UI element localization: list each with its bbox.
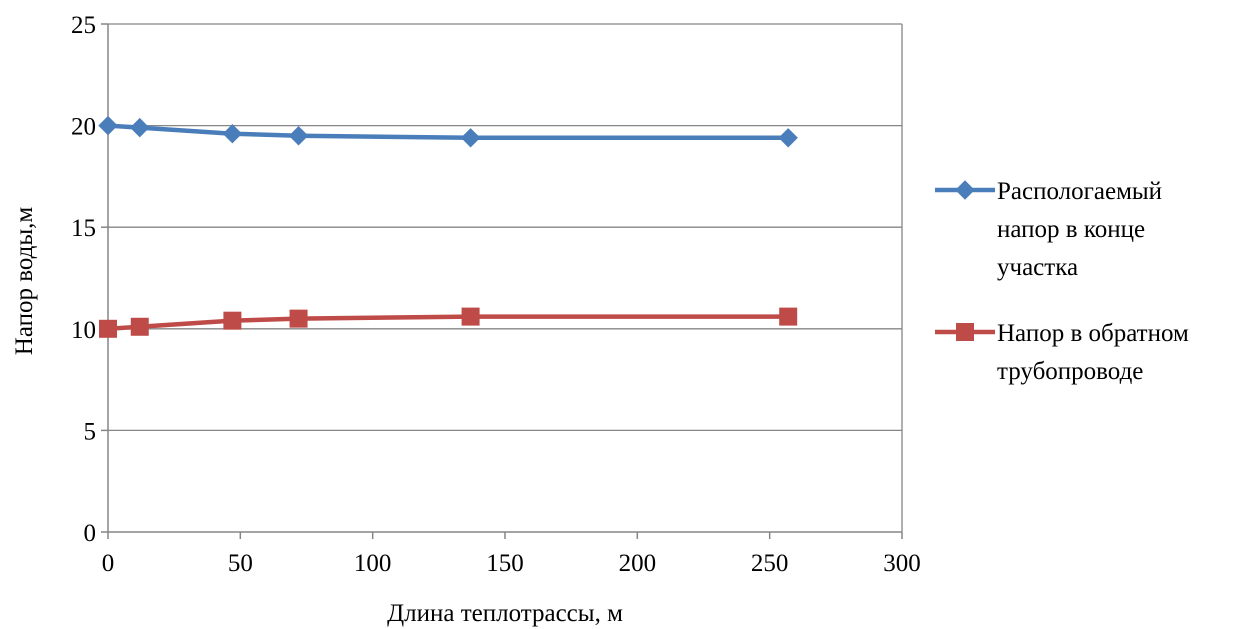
data-point (460, 128, 481, 148)
y-tick-label: 15 (71, 215, 96, 242)
x-tick-label: 0 (102, 550, 115, 577)
y-tick-label: 0 (84, 520, 97, 547)
square-marker-icon (956, 323, 974, 341)
x-tick-label: 100 (354, 550, 392, 577)
y-axis-title: Напор воды,м (11, 207, 38, 356)
legend-label-line: Распологаемый (997, 178, 1162, 205)
x-axis-title: Длина теплотрассы, м (387, 600, 623, 627)
x-tick-label: 250 (751, 550, 789, 577)
legend: Распологаемый напор в конце участка Напор в… (935, 178, 1189, 385)
series-2 (99, 307, 798, 338)
data-point (222, 124, 243, 144)
legend-label-line: Напор в обратном (997, 320, 1189, 347)
data-point (98, 115, 118, 136)
data-point (288, 126, 309, 146)
legend-label-line: трубопроводе (997, 358, 1143, 385)
y-tick-label: 10 (71, 317, 96, 344)
x-tick-label: 300 (883, 550, 921, 577)
y-tick-label: 25 (71, 12, 96, 39)
legend-item-2: Напор в обратном трубопроводе (935, 320, 1189, 385)
data-point (99, 319, 117, 338)
legend-label-line: напор в конце (997, 216, 1145, 243)
gridlines (108, 23, 902, 432)
axes (101, 23, 903, 539)
series-1 (98, 115, 798, 148)
legend-label-line: участка (997, 254, 1078, 281)
x-tick-label: 50 (228, 550, 253, 577)
data-point (223, 311, 242, 330)
x-tick-label: 200 (619, 550, 657, 577)
series-line (107, 314, 789, 332)
y-tick-label: 5 (84, 418, 97, 445)
data-point (130, 117, 150, 138)
legend-item-1: Распологаемый напор в конце участка (935, 178, 1162, 281)
data-point (779, 307, 798, 326)
data-point (778, 128, 798, 148)
data-point (461, 307, 480, 326)
data-point (130, 317, 149, 336)
x-tick-label: 150 (486, 550, 524, 577)
diamond-marker-icon (955, 180, 975, 200)
y-tick-label: 20 (71, 114, 96, 141)
series-line (107, 123, 789, 141)
data-series (98, 115, 798, 338)
data-point (289, 309, 308, 328)
